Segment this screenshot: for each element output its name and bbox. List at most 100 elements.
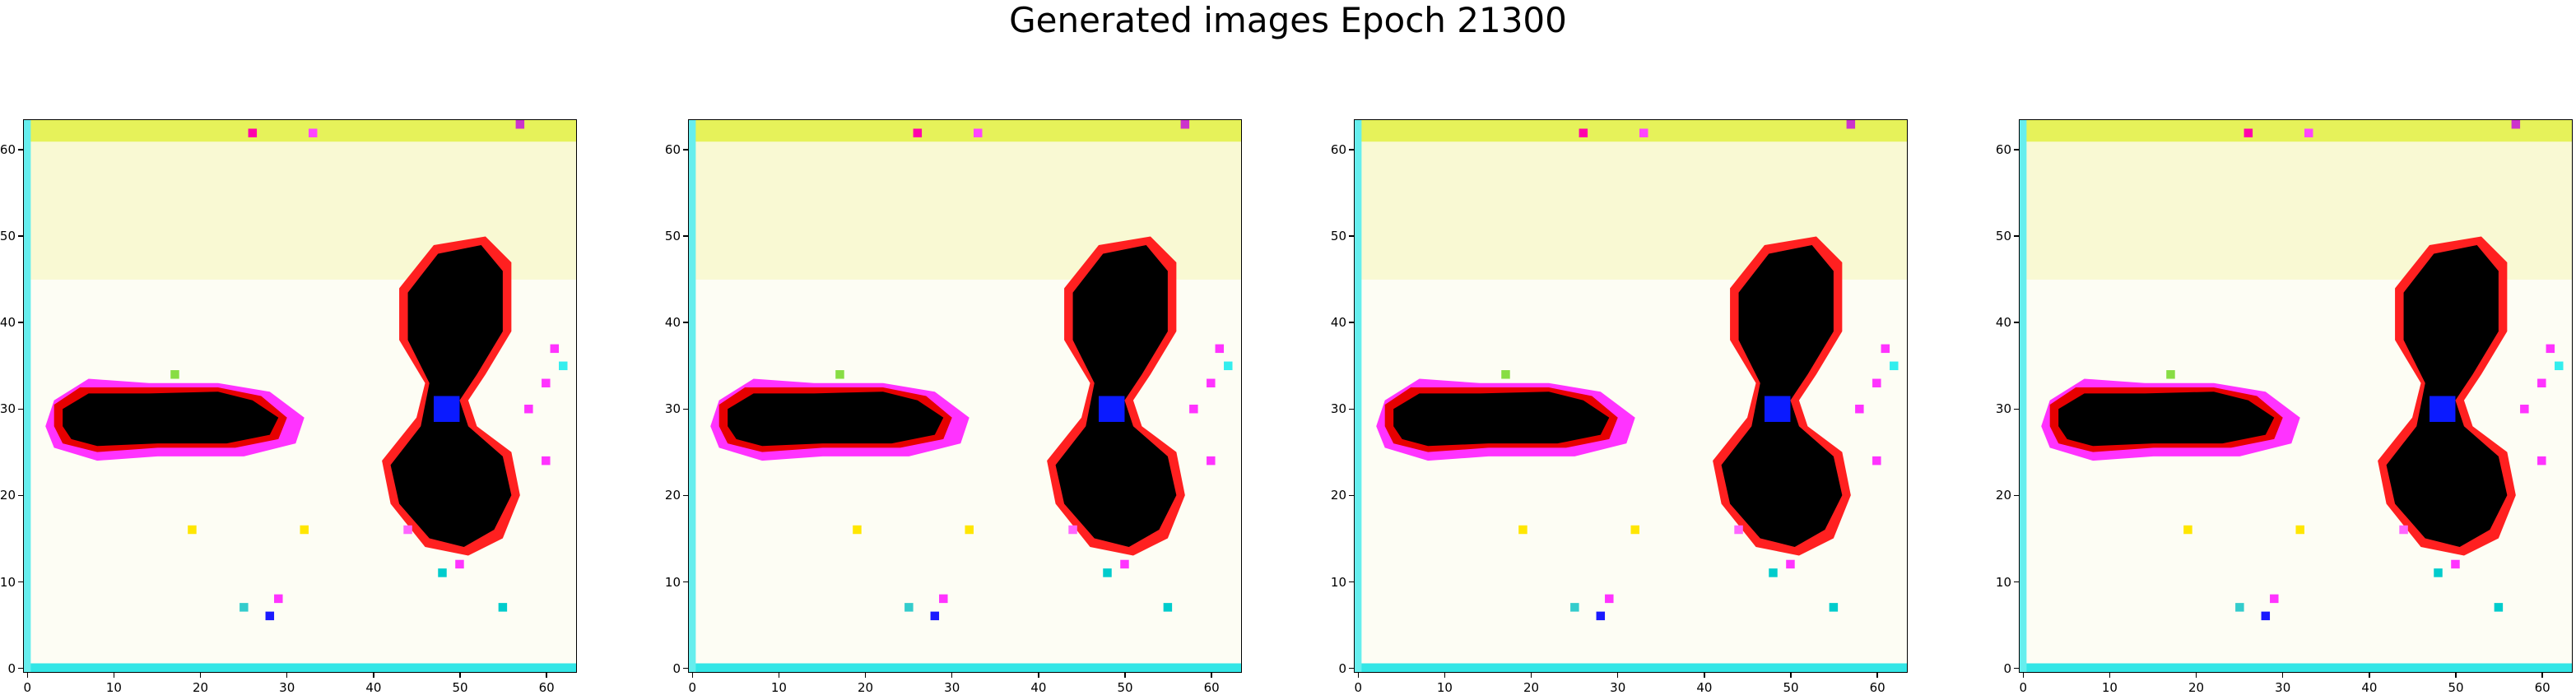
- y-tick-mark: [2014, 494, 2019, 497]
- y-tick-mark: [18, 408, 23, 410]
- x-tick-mark: [199, 673, 202, 678]
- y-tick-mark: [683, 322, 688, 323]
- x-tick-mark: [2281, 673, 2284, 678]
- y-tick-mark: [18, 149, 23, 151]
- image-panel-2: [688, 119, 1242, 673]
- x-tick-label: 60: [2534, 680, 2550, 695]
- y-tick-label: 40: [664, 315, 681, 331]
- x-tick-label: 0: [23, 680, 32, 695]
- image-panel-4: [2019, 119, 2573, 673]
- y-tick-label: 10: [664, 574, 681, 590]
- x-tick-mark: [459, 673, 461, 678]
- x-tick-mark: [1704, 673, 1705, 678]
- y-tick-label: 50: [0, 228, 16, 243]
- x-tick-label: 40: [1696, 680, 1713, 695]
- x-tick-mark: [2369, 673, 2370, 678]
- x-tick-mark: [1876, 673, 1878, 678]
- x-tick-label: 20: [858, 680, 874, 695]
- y-tick-mark: [2014, 581, 2019, 583]
- y-tick-label: 60: [0, 141, 16, 157]
- y-tick-label: 30: [0, 401, 16, 417]
- x-tick-mark: [113, 673, 115, 678]
- y-tick-label: 40: [1330, 315, 1346, 331]
- y-tick-mark: [2014, 235, 2019, 237]
- x-tick-label: 30: [2275, 680, 2291, 695]
- x-tick-label: 20: [1523, 680, 1540, 695]
- y-tick-mark: [1349, 667, 1354, 670]
- x-tick-label: 20: [2188, 680, 2205, 695]
- y-tick-label: 0: [672, 660, 681, 676]
- y-tick-label: 20: [664, 488, 681, 503]
- x-tick-label: 50: [1783, 680, 1799, 695]
- y-tick-mark: [2014, 667, 2019, 670]
- y-tick-label: 50: [664, 228, 681, 243]
- generated-image-3: [1355, 120, 1907, 672]
- y-tick-mark: [683, 581, 688, 583]
- y-tick-label: 0: [1338, 660, 1346, 676]
- y-tick-label: 30: [664, 401, 681, 417]
- y-tick-label: 0: [2003, 660, 2011, 676]
- x-tick-label: 40: [365, 680, 382, 695]
- x-tick-mark: [373, 673, 374, 678]
- y-tick-label: 50: [1330, 228, 1346, 243]
- x-tick-label: 10: [1436, 680, 1453, 695]
- y-tick-mark: [2014, 408, 2019, 410]
- x-tick-label: 20: [193, 680, 209, 695]
- x-tick-label: 0: [2019, 680, 2028, 695]
- x-tick-label: 0: [688, 680, 697, 695]
- x-tick-label: 40: [2361, 680, 2378, 695]
- y-tick-label: 20: [1330, 488, 1346, 503]
- x-tick-label: 50: [452, 680, 468, 695]
- x-tick-mark: [1616, 673, 1619, 678]
- x-tick-mark: [2541, 673, 2543, 678]
- generated-image-2: [689, 120, 1241, 672]
- y-tick-mark: [683, 235, 688, 237]
- x-tick-label: 30: [279, 680, 295, 695]
- y-tick-mark: [18, 494, 23, 497]
- y-tick-mark: [1349, 149, 1354, 151]
- y-tick-mark: [2014, 322, 2019, 323]
- x-tick-label: 0: [1354, 680, 1363, 695]
- x-tick-label: 10: [105, 680, 122, 695]
- y-tick-mark: [1349, 235, 1354, 237]
- x-tick-mark: [2022, 673, 2024, 678]
- x-tick-mark: [1530, 673, 1532, 678]
- x-tick-label: 50: [2448, 680, 2464, 695]
- y-tick-label: 50: [1995, 228, 2011, 243]
- y-tick-label: 40: [1995, 315, 2011, 331]
- x-tick-mark: [691, 673, 693, 678]
- generated-image-1: [24, 120, 576, 672]
- x-tick-mark: [951, 673, 953, 678]
- x-tick-label: 40: [1030, 680, 1047, 695]
- x-tick-label: 60: [538, 680, 555, 695]
- x-tick-mark: [286, 673, 288, 678]
- y-tick-label: 30: [1995, 401, 2011, 417]
- y-tick-mark: [683, 408, 688, 410]
- y-tick-mark: [18, 581, 23, 583]
- x-tick-mark: [1124, 673, 1126, 678]
- figure-suptitle: Generated images Epoch 21300: [1009, 0, 1567, 40]
- y-tick-mark: [1349, 581, 1354, 583]
- x-tick-label: 30: [944, 680, 960, 695]
- x-tick-label: 10: [770, 680, 787, 695]
- x-tick-mark: [864, 673, 867, 678]
- y-tick-mark: [683, 667, 688, 670]
- y-tick-label: 10: [0, 574, 16, 590]
- x-tick-mark: [778, 673, 780, 678]
- generated-image-4: [2020, 120, 2572, 672]
- y-tick-label: 20: [1995, 488, 2011, 503]
- x-tick-label: 60: [1869, 680, 1886, 695]
- y-tick-mark: [683, 494, 688, 497]
- y-tick-mark: [1349, 494, 1354, 497]
- y-tick-label: 10: [1995, 574, 2011, 590]
- y-tick-label: 10: [1330, 574, 1346, 590]
- x-tick-label: 30: [1610, 680, 1626, 695]
- y-tick-label: 60: [1995, 141, 2011, 157]
- x-tick-mark: [1444, 673, 1446, 678]
- y-tick-mark: [18, 322, 23, 323]
- y-tick-label: 0: [7, 660, 16, 676]
- y-tick-label: 40: [0, 315, 16, 331]
- x-tick-label: 60: [1203, 680, 1220, 695]
- x-tick-mark: [1038, 673, 1039, 678]
- x-tick-label: 50: [1117, 680, 1133, 695]
